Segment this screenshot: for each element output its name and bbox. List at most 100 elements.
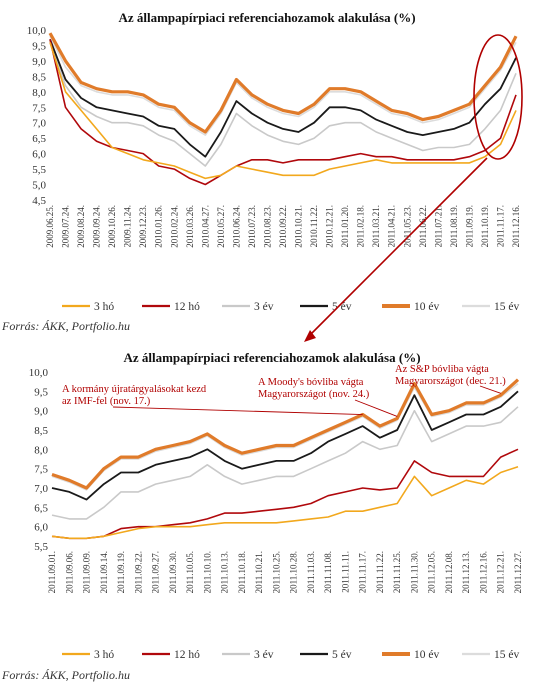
legend-label: 3 hó [94,649,114,661]
x-tick-label: 2011.10.19. [480,205,490,247]
y-tick-label: 8,5 [34,425,48,437]
x-tick-label: 2009.09.24. [92,205,102,248]
x-tick-label: 2011.09.06. [64,551,74,593]
y-tick-label: 5,5 [32,164,46,176]
legend-label: 5 év [332,301,352,313]
chart1-source: Forrás: ÁKK, Portfolio.hu [1,319,130,333]
annotation-leader [479,385,501,394]
annotation-leader [354,399,398,417]
y-tick-label: 6,5 [34,502,48,514]
y-tick-label: 9,5 [34,386,48,398]
annotation-text: az IMF-fel (nov. 17.) [62,396,151,407]
y-tick-label: 6,0 [32,149,46,161]
y-tick-label: 8,0 [34,444,48,456]
legend-label: 12 hó [174,649,200,661]
x-tick-label: 2009.06.25. [45,205,55,248]
legend-label: 10 év [414,301,439,313]
x-tick-label: 2011.09.14. [99,551,109,593]
highlight-arrowhead [304,330,316,342]
series-line-5-év [49,38,517,158]
x-tick-label: 2011.11.08. [323,551,333,593]
legend-label: 12 hó [174,301,200,313]
x-tick-label: 2011.08.19. [449,205,459,247]
x-tick-label: 2011.10.18. [237,551,247,593]
x-tick-label: 2011.10.21. [254,551,264,593]
x-tick-label: 2011.05.23. [402,205,412,247]
y-tick-label: 7,5 [34,464,48,476]
x-tick-label: 2011.11.25. [392,551,402,593]
chart2-title: Az állampapírpiaci referenciahozamok ala… [123,350,420,365]
x-tick-label: 2011.12.21. [496,551,506,593]
series-line-10-év [51,378,520,490]
x-tick-label: 2011.10.25. [271,551,281,593]
series-line-3-év [51,406,519,520]
x-tick-label: 2010.02.24. [169,205,179,248]
x-tick-label: 2011.10.13. [220,551,230,593]
y-tick-label: 10,0 [29,367,49,379]
x-tick-label: 2009.10.26. [107,205,117,248]
y-tick-label: 7,0 [34,483,48,495]
x-tick-label: 2011.01.20. [340,205,350,247]
x-tick-label: 2011.09.01. [47,551,57,593]
y-tick-label: 6,0 [34,522,48,534]
x-tick-label: 2011.04.21. [387,205,397,247]
legend-label: 3 hó [94,301,114,313]
x-tick-label: 2011.09.27. [151,551,161,593]
x-tick-label: 2011.10.05. [185,551,195,593]
highlight-ellipse [473,34,523,160]
annotation-text: A kormány újratárgyalásokat kezd [62,384,207,395]
y-tick-label: 6,5 [32,133,46,145]
legend-label: 10 év [414,649,439,661]
chart2-source: Forrás: ÁKK, Portfolio.hu [1,668,130,682]
y-tick-label: 7,5 [32,102,46,114]
legend-label: 5 év [332,649,352,661]
series-line-12-hó [49,39,517,186]
x-tick-label: 2011.12.27. [513,551,523,593]
x-tick-label: 2010.03.26. [185,205,195,248]
x-tick-label: 2011.10.28. [289,551,299,593]
highlight-arrow [309,157,488,336]
x-tick-label: 2011.11.17. [358,551,368,593]
x-tick-label: 2011.06.22. [418,205,428,247]
x-tick-label: 2011.11.03. [306,551,316,593]
legend-label: 15 év [494,649,519,661]
series-line-10-év [48,32,518,134]
x-tick-label: 2011.11.22. [375,551,385,593]
x-tick-label: 2009.11.24. [123,205,133,247]
legend-label: 15 év [494,301,519,313]
x-tick-label: 2011.09.19. [464,205,474,247]
x-tick-label: 2011.07.21. [433,205,443,247]
x-tick-label: 2010.05.27. [216,205,226,248]
y-tick-label: 5,0 [32,180,46,192]
x-tick-label: 2011.09.30. [168,551,178,593]
x-tick-label: 2011.11.11. [340,551,350,593]
x-tick-label: 2011.10.10. [202,551,212,593]
legend-label: 3 év [254,301,274,313]
chart1-title: Az állampapírpiaci referenciahozamok ala… [118,10,415,25]
y-tick-label: 9,5 [32,40,46,52]
y-tick-label: 10,0 [27,25,47,37]
series-line-5-év [51,390,519,501]
x-tick-label: 2011.12.08. [444,551,454,593]
x-tick-label: 2011.11.17. [495,205,505,247]
y-tick-label: 4,5 [32,195,46,207]
x-tick-label: 2010.04.27. [200,205,210,248]
y-tick-label: 9,0 [32,56,46,68]
x-tick-label: 2011.12.13. [461,551,471,593]
y-tick-label: 9,0 [34,406,48,418]
x-tick-label: 2010.12.21. [325,205,335,248]
y-tick-label: 7,0 [32,118,46,130]
x-tick-label: 2011.11.30. [409,551,419,593]
y-tick-label: 8,0 [32,87,46,99]
x-tick-label: 2011.12.16. [478,551,488,593]
annotation-text: Magyarországot (nov. 24.) [258,389,370,400]
y-tick-label: 5,5 [34,541,48,553]
annotation-leader [112,406,363,415]
x-tick-label: 2010.09.22. [278,205,288,248]
series-line-12-hó [51,448,519,540]
x-tick-label: 2009.12.23. [138,205,148,248]
x-tick-label: 2011.09.09. [82,551,92,593]
x-tick-label: 2010.06.24. [231,205,241,248]
annotation-text: Az S&P bóvliba vágta [395,364,489,375]
